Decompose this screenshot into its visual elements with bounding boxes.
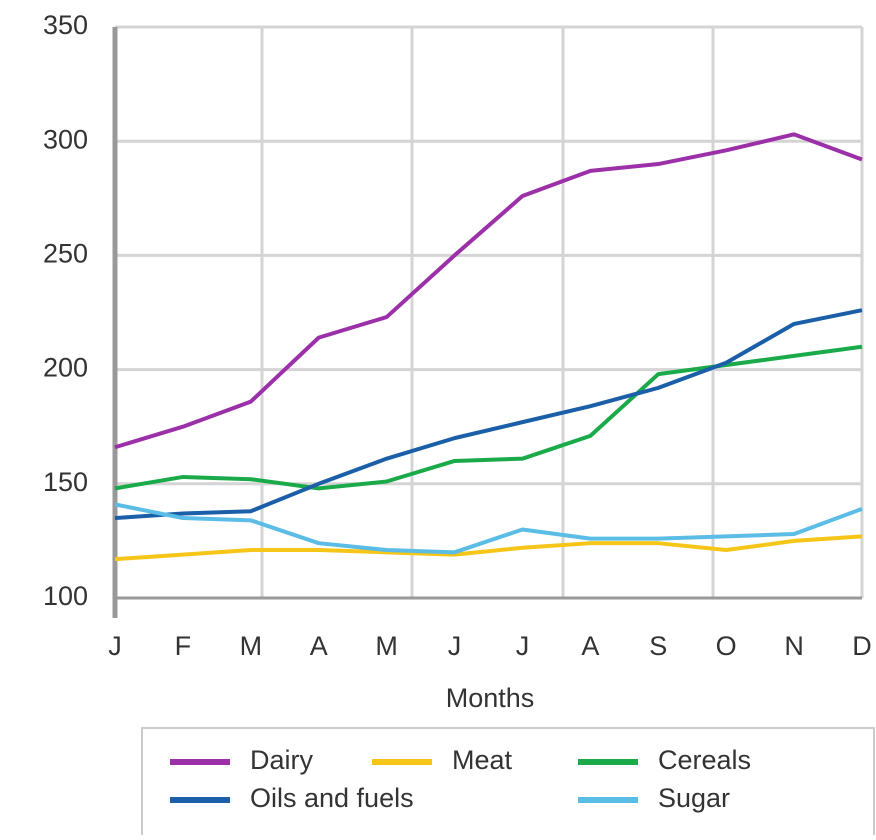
x-tick-label: J (516, 631, 530, 661)
y-tick-label: 150 (43, 467, 88, 497)
y-tick-label: 300 (43, 124, 88, 154)
x-tick-label: O (716, 631, 737, 661)
x-tick-label: F (175, 631, 192, 661)
x-axis-label: Months (446, 683, 535, 713)
x-tick-label: A (581, 631, 599, 661)
legend-label: Cereals (658, 745, 751, 775)
x-tick-label: J (448, 631, 462, 661)
series-line (114, 132, 863, 450)
y-tick-label: 350 (43, 10, 88, 40)
legend-label: Meat (452, 745, 513, 775)
y-tick-label: 250 (43, 239, 88, 269)
y-tick-label: 200 (43, 353, 88, 383)
series-line (114, 308, 863, 521)
legend-box (141, 727, 875, 839)
series-line (114, 534, 863, 562)
x-tick-label: N (784, 631, 804, 661)
vertical-grid (260, 27, 864, 598)
legend-label: Sugar (658, 783, 730, 813)
y-tick-label: 100 (43, 581, 88, 611)
x-tick-label: M (375, 631, 398, 661)
legend-label: Oils and fuels (250, 783, 414, 813)
x-tick-label: S (649, 631, 667, 661)
x-tick-label: D (852, 631, 872, 661)
legend-label: Dairy (250, 745, 314, 775)
series-line (114, 502, 863, 555)
x-tick-label: J (108, 631, 122, 661)
x-tick-label: M (240, 631, 263, 661)
x-tick-label: A (310, 631, 328, 661)
series-line (114, 344, 863, 491)
